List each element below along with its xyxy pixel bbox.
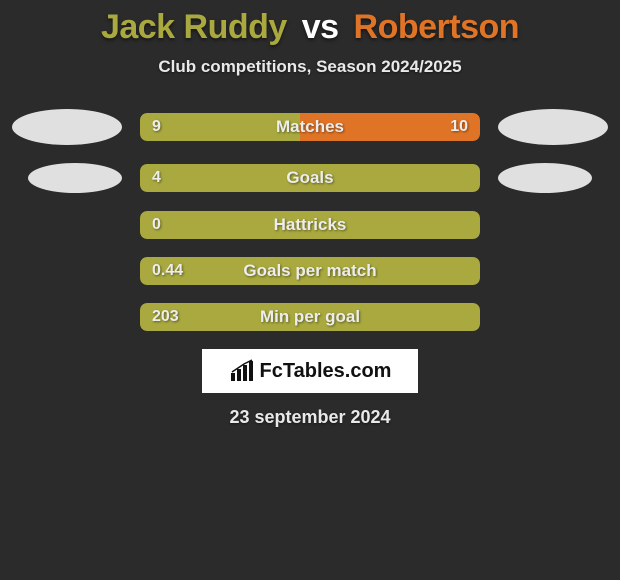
player2-oval [498, 109, 608, 145]
stat-bar: Hattricks0 [140, 211, 480, 239]
date: 23 september 2024 [0, 407, 620, 428]
subtitle: Club competitions, Season 2024/2025 [0, 57, 620, 77]
stat-bar: Goals per match0.44 [140, 257, 480, 285]
stat-bar-fill-left [140, 303, 480, 331]
stat-bar-fill-left [140, 113, 300, 141]
stat-bar-fill-left [140, 257, 480, 285]
stats-list: Matches910 Goals4 Hattricks0 Goals per matc… [0, 109, 620, 331]
player2-oval [498, 163, 592, 193]
stat-row: Goals per match0.44 [0, 257, 620, 285]
stat-row: Matches910 [0, 109, 620, 145]
vs-text: vs [302, 8, 339, 46]
stat-bar: Matches910 [140, 113, 480, 141]
stat-bar: Min per goal203 [140, 303, 480, 331]
stat-bar-fill-left [140, 211, 480, 239]
stat-row: Min per goal203 [0, 303, 620, 331]
player1-name: Jack Ruddy [101, 8, 287, 46]
player1-oval [28, 163, 122, 193]
stat-bar-fill-right [300, 113, 480, 141]
stat-row: Hattricks0 [0, 211, 620, 239]
stat-row: Goals4 [0, 163, 620, 193]
fctables-logo: FcTables.com [202, 349, 418, 393]
stat-bar-fill-left [140, 164, 480, 192]
bars-icon [229, 359, 257, 383]
comparison-title: Jack Ruddy vs Robertson [0, 8, 620, 47]
logo-text: FcTables.com [260, 360, 392, 383]
player2-name: Robertson [354, 8, 520, 46]
stat-bar: Goals4 [140, 164, 480, 192]
player1-oval [12, 109, 122, 145]
